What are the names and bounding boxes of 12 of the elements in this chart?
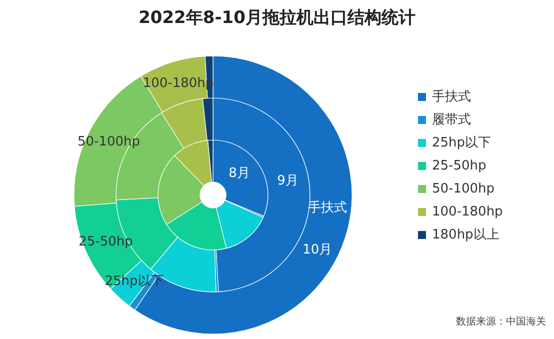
slice-label: 10月 — [302, 242, 332, 258]
legend-label: 25hp以下 — [432, 136, 492, 150]
legend-label: 25-50hp — [432, 158, 486, 174]
chart-title: 2022年8-10月拖拉机出口结构统计 — [138, 8, 416, 28]
source-note: 数据来源：中国海关 — [456, 316, 546, 328]
legend-label: 100-180hp — [432, 204, 503, 220]
slice-label: 9月 — [277, 174, 298, 189]
legend-label: 履带式 — [432, 112, 471, 128]
legend-label: 180hp以上 — [432, 228, 500, 242]
slice-label: 8月 — [228, 166, 250, 181]
legend-label: 50-100hp — [432, 182, 495, 196]
legend-label: 手扶式 — [432, 90, 471, 104]
